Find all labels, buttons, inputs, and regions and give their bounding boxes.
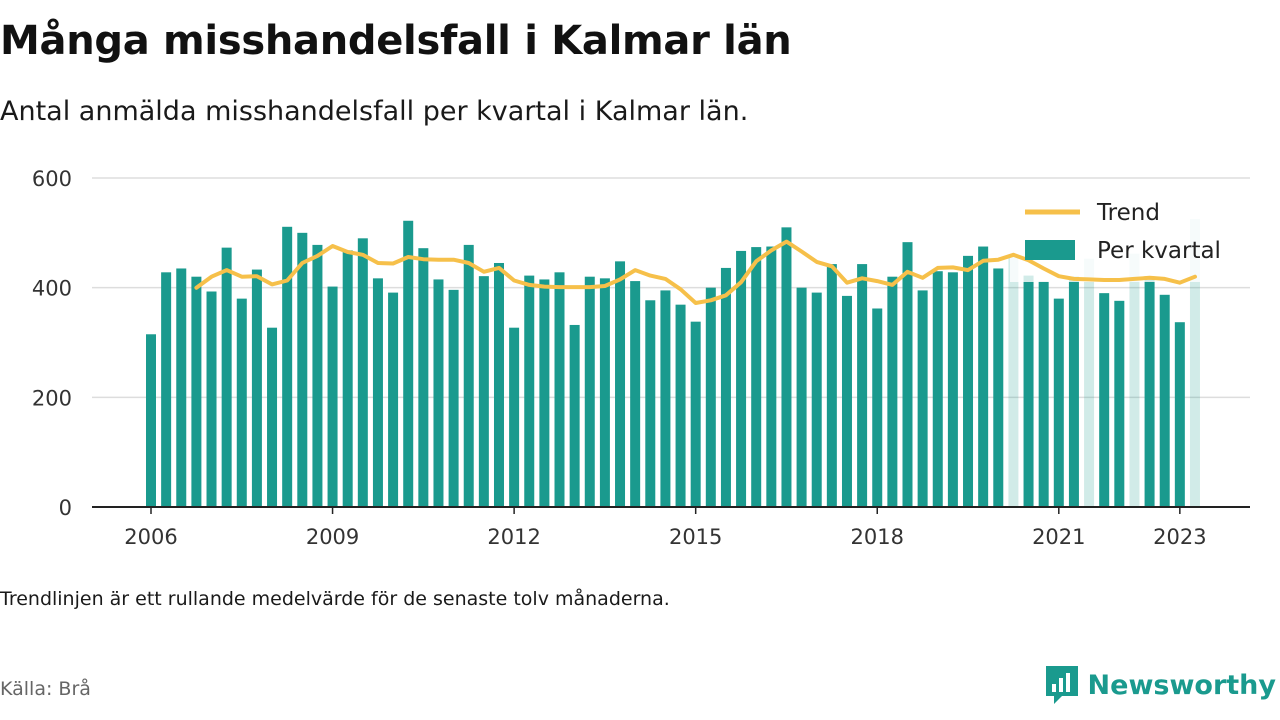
bar (554, 272, 565, 507)
bar (236, 298, 247, 507)
x-tick-label: 2012 (487, 525, 540, 549)
bar (206, 291, 217, 507)
bar (978, 246, 989, 507)
bar (267, 327, 278, 507)
bar (963, 255, 974, 507)
bar (841, 295, 852, 507)
x-tick-label: 2018 (851, 525, 904, 549)
bar (161, 272, 172, 507)
bar (388, 292, 399, 507)
bar (176, 268, 187, 507)
bar (297, 232, 308, 507)
bar (146, 334, 156, 507)
brand-name: Newsworthy (1087, 669, 1276, 701)
bar (902, 242, 913, 507)
bar (1174, 322, 1185, 507)
bar (615, 261, 626, 507)
bar (221, 247, 232, 507)
bar (1084, 258, 1095, 507)
bar (645, 300, 656, 507)
chart-note: Trendlinjen är ett rullande medelvärde f… (0, 588, 670, 610)
x-tick-label: 2015 (669, 525, 722, 549)
bar (524, 275, 535, 507)
y-tick-label: 600 (32, 167, 72, 191)
bar (781, 227, 792, 507)
bar (1189, 219, 1200, 507)
bar (1129, 253, 1140, 507)
legend-bar-swatch (1025, 240, 1075, 260)
newsworthy-logo-icon (1045, 666, 1078, 704)
trend-line-group (194, 239, 1197, 305)
bar (675, 304, 686, 507)
bar (493, 262, 504, 507)
bar (932, 271, 943, 507)
chart-title: Många misshandelsfall i Kalmar län (0, 18, 792, 64)
bar (947, 272, 958, 507)
bar (811, 292, 822, 507)
bar (1068, 276, 1079, 507)
bar (1008, 254, 1019, 507)
bar (372, 278, 383, 507)
bar (312, 244, 323, 507)
bar (342, 250, 353, 507)
bar (539, 279, 550, 507)
x-tick-label: 2023 (1153, 525, 1206, 549)
bar (917, 290, 928, 507)
bar (1023, 275, 1034, 507)
bar (826, 264, 837, 507)
bar (993, 268, 1004, 507)
bar (1099, 293, 1110, 507)
legend-label: Per kvartal (1097, 238, 1221, 264)
bar (418, 248, 429, 507)
bar (857, 264, 868, 507)
bar (191, 276, 202, 507)
bar (251, 269, 262, 507)
bar (887, 276, 898, 507)
bar (1053, 298, 1064, 507)
bar (478, 276, 489, 507)
bar (403, 220, 414, 507)
brand-logo[interactable]: Newsworthy (1044, 664, 1276, 706)
bar (796, 287, 807, 507)
trend-line (194, 239, 1197, 305)
bar (1159, 294, 1170, 507)
axes: 0 200 400 600 2006 2009 2012 2015 2018 2021 2023 (32, 167, 1250, 549)
x-tick-label: 2006 (124, 525, 177, 549)
bar (1144, 276, 1155, 507)
bar (1038, 281, 1049, 507)
bar (1114, 300, 1125, 507)
bars (146, 195, 1250, 508)
bar (751, 247, 762, 507)
bar (448, 289, 459, 507)
bar (327, 286, 338, 507)
bar (872, 308, 883, 507)
bar (599, 278, 610, 507)
bar (509, 327, 520, 507)
bar (282, 226, 293, 507)
bar (705, 287, 716, 507)
bar (720, 267, 731, 507)
bar (463, 244, 474, 507)
bar-chart: 0 200 400 600 2006 2009 2012 2015 2018 2021 2023 T… (32, 167, 1250, 549)
bar (766, 246, 777, 507)
bar (433, 279, 444, 507)
legend-label: Trend (1096, 200, 1160, 226)
y-tick-label: 200 (32, 386, 72, 410)
chart-subtitle: Antal anmälda misshandelsfall per kvarta… (0, 96, 749, 127)
y-tick-label: 0 (59, 496, 72, 520)
y-tick-label: 400 (32, 277, 72, 301)
x-tick-label: 2009 (306, 525, 359, 549)
source-label: Källa: Brå (0, 678, 91, 700)
x-tick-label: 2021 (1032, 525, 1085, 549)
bar (736, 250, 747, 507)
bar (584, 276, 595, 507)
bar (690, 321, 701, 507)
bar (569, 324, 580, 507)
legend[interactable]: Trend Per kvartal (1025, 200, 1221, 264)
bar (630, 281, 641, 507)
bar (357, 238, 368, 508)
bar (660, 290, 671, 507)
